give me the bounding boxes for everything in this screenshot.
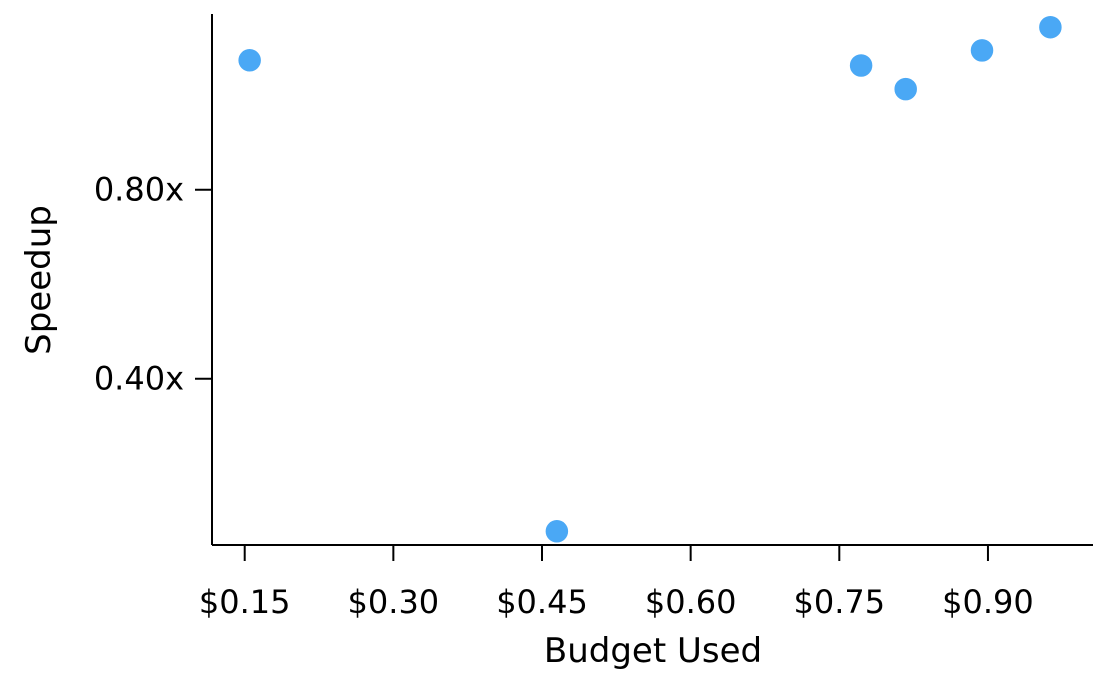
- x-tick-label: $0.75: [793, 583, 885, 621]
- y-axis-title: Speedup: [19, 205, 59, 355]
- x-tick-label: $0.30: [348, 583, 440, 621]
- data-point: [892, 76, 919, 102]
- x-tick-label: $0.60: [645, 583, 737, 621]
- x-tick-label: $0.90: [942, 583, 1034, 621]
- axes: [211, 14, 1093, 546]
- data-points: [236, 14, 1064, 545]
- y-tick-label: 0.40x: [94, 360, 184, 398]
- y-tick-label: 0.80x: [94, 171, 184, 209]
- y-ticks: 0.40x 0.80x: [94, 171, 212, 398]
- data-point: [544, 518, 570, 545]
- x-tick-label: $0.45: [496, 583, 588, 621]
- data-point: [969, 37, 995, 64]
- x-axis-title: Budget Used: [544, 631, 762, 671]
- data-point: [848, 52, 874, 79]
- data-point: [1037, 14, 1064, 40]
- x-tick-label: $0.15: [199, 583, 291, 621]
- data-point: [236, 47, 263, 74]
- x-ticks: $0.15 $0.30 $0.45 $0.60 $0.75 $0.90: [199, 545, 1034, 621]
